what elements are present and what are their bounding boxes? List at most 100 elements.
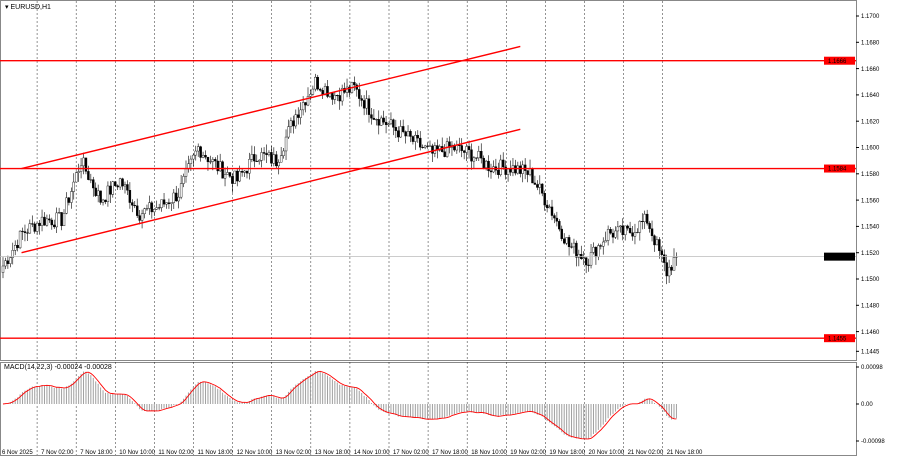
dropdown-triangle-icon[interactable]: ▾ xyxy=(5,4,9,11)
candle-body xyxy=(167,202,171,205)
level-price-label: 1.1666 xyxy=(828,59,847,65)
candle-body xyxy=(563,238,566,244)
candle-body xyxy=(411,136,415,142)
candle-body xyxy=(206,156,210,163)
candle-body xyxy=(279,155,283,163)
candle-body xyxy=(467,146,471,150)
candle-body xyxy=(670,266,673,271)
candle-body xyxy=(531,168,534,184)
candle-body xyxy=(658,239,661,252)
candle-body xyxy=(314,76,317,90)
candle-body xyxy=(228,172,232,177)
candle-body xyxy=(331,92,334,100)
candle-body xyxy=(179,183,183,198)
candle-body xyxy=(240,171,244,173)
candle-body xyxy=(121,178,124,187)
candle-body xyxy=(267,152,271,156)
candle-body xyxy=(292,120,295,127)
time-label: 13 Nov 02:00 xyxy=(276,450,312,456)
candle-body xyxy=(299,109,302,118)
candle-body xyxy=(40,216,44,226)
candle-body xyxy=(514,165,517,174)
candle-body xyxy=(223,174,227,179)
candle-body xyxy=(577,254,581,258)
candle-body xyxy=(641,221,644,223)
candle-body xyxy=(409,131,412,137)
candle-body xyxy=(502,159,505,168)
candle-body xyxy=(99,190,102,203)
candle-body xyxy=(326,86,329,97)
candle-body xyxy=(258,160,261,162)
candle-body xyxy=(50,219,53,226)
candle-body xyxy=(199,146,202,158)
candle-body xyxy=(358,89,361,99)
candle-body xyxy=(23,231,27,233)
candle-body xyxy=(255,160,258,162)
candle-body xyxy=(660,250,663,255)
candle-body xyxy=(194,150,197,156)
candle-body xyxy=(284,136,288,152)
candle-body xyxy=(170,202,173,205)
candle-body xyxy=(519,165,522,174)
price-tick-label: 1.1560 xyxy=(861,198,880,204)
candle-body xyxy=(521,164,524,174)
candle-body xyxy=(533,182,537,185)
candle-body xyxy=(265,153,268,156)
candle-body xyxy=(250,154,254,160)
level-price-tag xyxy=(824,164,855,173)
candle-body xyxy=(114,181,117,186)
time-label: 11 Nov 02:00 xyxy=(158,450,194,456)
candle-body xyxy=(74,172,78,183)
price-tick-label: 1.1460 xyxy=(861,330,880,336)
candle-body xyxy=(189,158,193,164)
candle-body xyxy=(94,187,97,196)
candle-body xyxy=(11,250,14,258)
candle-body xyxy=(128,190,132,203)
candle-body xyxy=(275,154,278,167)
candle-body xyxy=(45,218,49,226)
candle-body xyxy=(375,119,378,121)
candle-body xyxy=(323,86,327,95)
candle-body xyxy=(89,179,93,181)
level-price-label: 1.1584 xyxy=(828,167,847,173)
candle-body xyxy=(553,215,556,219)
macd-tick-label: 0.00098 xyxy=(861,365,883,371)
candle-body xyxy=(509,168,512,173)
candle-body xyxy=(60,212,63,227)
candle-body xyxy=(304,102,307,106)
candle-body xyxy=(214,159,217,162)
candle-body xyxy=(253,154,256,162)
price-tick-label: 1.1600 xyxy=(861,146,880,152)
candle-body xyxy=(645,213,649,224)
candle-body xyxy=(599,245,602,247)
level-price-tag xyxy=(824,334,855,343)
time-label: 17 Nov 18:00 xyxy=(432,450,468,456)
candle-body xyxy=(545,204,549,209)
candle-body xyxy=(397,130,400,138)
candle-body xyxy=(221,161,224,179)
candle-body xyxy=(380,117,383,126)
candle-body xyxy=(499,159,502,175)
candle-body xyxy=(92,179,95,189)
candle-body xyxy=(587,264,590,266)
candle-body xyxy=(57,212,61,214)
candle-body xyxy=(177,196,180,202)
price-tick-label: 1.1500 xyxy=(861,277,880,283)
candle-body xyxy=(648,223,651,229)
candle-body xyxy=(270,152,273,164)
candle-body xyxy=(338,95,341,102)
candle-body xyxy=(621,225,624,236)
candle-body xyxy=(319,88,322,91)
candle-body xyxy=(316,76,319,90)
candle-body xyxy=(87,171,90,180)
candle-body xyxy=(406,131,410,137)
candle-body xyxy=(272,154,276,164)
candle-body xyxy=(565,237,568,244)
candle-body xyxy=(633,232,637,237)
candle-body xyxy=(62,213,66,227)
candle-body xyxy=(602,241,605,247)
candle-body xyxy=(143,208,146,215)
candle-body xyxy=(365,98,368,109)
candle-body xyxy=(104,199,107,203)
